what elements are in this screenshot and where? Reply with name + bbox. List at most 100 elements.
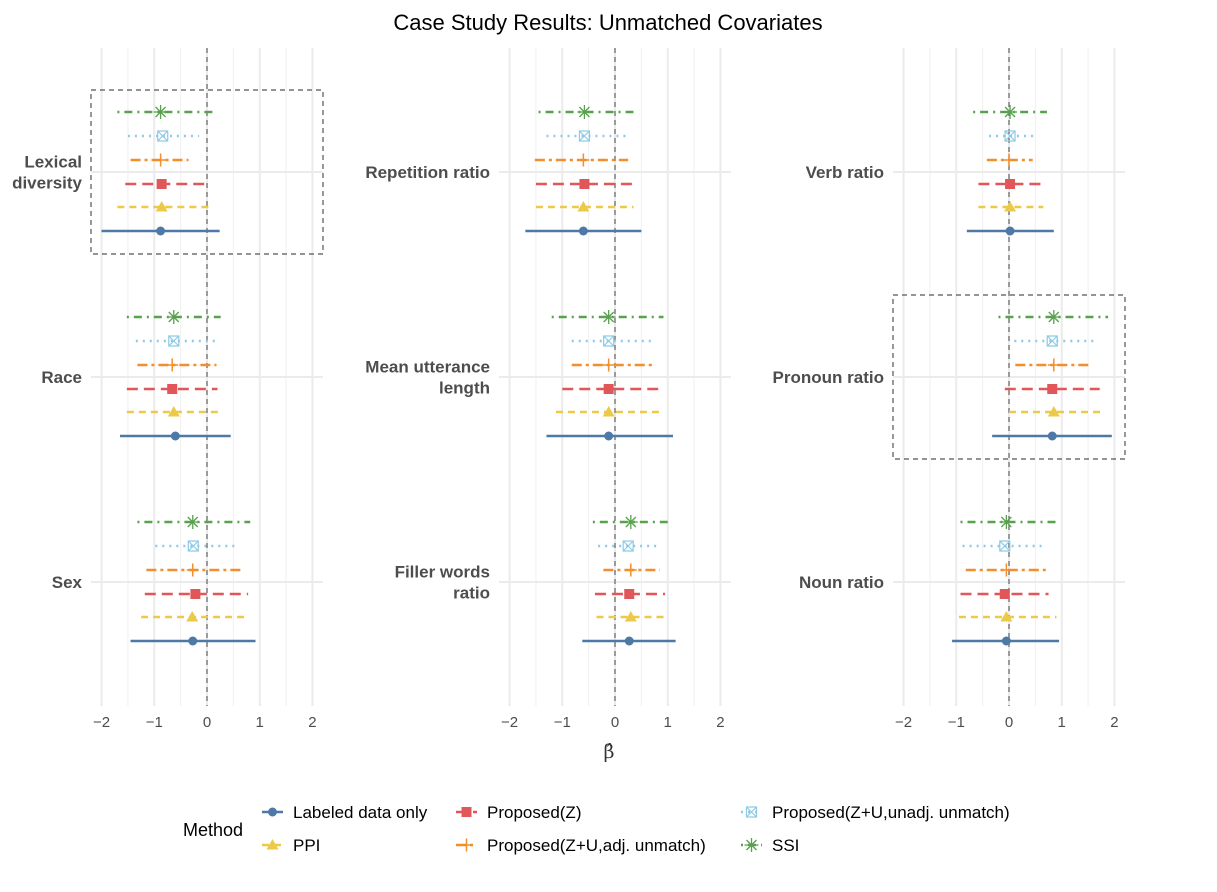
point-labeled: [578, 226, 588, 236]
point-pzu_unadj: [168, 335, 180, 347]
legend-item-pzu_adj: Proposed(Z+U,adj. unmatch): [456, 836, 706, 855]
point-pzu_adj: [577, 153, 590, 167]
x-tick-label: 1: [1058, 714, 1066, 731]
x-tick-label: −1: [146, 714, 163, 731]
legend: Method Labeled data only PPI Proposed(Z) Pro…: [183, 803, 1010, 855]
point-pz: [1047, 384, 1058, 394]
point-ppi: [602, 406, 615, 417]
point-ssi: [1003, 105, 1018, 119]
legend-item-pzu_unadj: Proposed(Z+U,unadj. unmatch): [741, 803, 1010, 822]
x-axis-label: β̂: [604, 741, 615, 763]
point-ssi: [166, 310, 181, 324]
point-ssi: [623, 515, 638, 529]
point-pzu_adj: [154, 153, 167, 167]
covariate-label: Verb ratio: [806, 163, 884, 182]
chart-title: Case Study Results: Unmatched Covariates: [393, 10, 822, 35]
legend-label: Proposed(Z): [487, 803, 581, 822]
point-pz: [190, 589, 201, 599]
legend-item-labeled: Labeled data only: [262, 803, 428, 822]
legend-label: Proposed(Z+U,unadj. unmatch): [772, 803, 1010, 822]
point-pz: [1005, 179, 1016, 189]
panel-col1: Lexical diversity Race Sex −2 −1 0 1 2: [12, 48, 324, 731]
x-tick-label: 0: [611, 714, 619, 731]
point-labeled: [624, 636, 634, 646]
point-pz: [603, 384, 614, 394]
legend-label: PPI: [293, 836, 320, 855]
x-tick-label: −2: [501, 714, 518, 731]
covariate-group: Noun ratio: [799, 515, 1060, 646]
legend-title: Method: [183, 820, 243, 840]
x-tick-label: 2: [716, 714, 724, 731]
point-ppi: [1000, 611, 1013, 622]
point-pzu_adj: [166, 358, 179, 372]
legend-key-pzu_unadj: [745, 806, 758, 818]
covariate-group: Sex: [52, 515, 256, 646]
covariate-label-line: Repetition ratio: [365, 163, 490, 182]
x-tick-label: −1: [554, 714, 571, 731]
point-ppi: [1004, 201, 1017, 212]
x-tick-label: 1: [256, 714, 264, 731]
legend-key-ssi: [744, 838, 759, 852]
covariate-group: Race: [41, 310, 231, 441]
point-ppi: [577, 201, 590, 212]
point-pz: [579, 179, 590, 189]
point-pzu_unadj: [1004, 130, 1016, 142]
panel-col3: Verb ratio Pronoun ratio Noun ratio −2 −1 0 1 2: [773, 48, 1126, 731]
point-pzu_unadj: [157, 130, 169, 142]
point-ppi: [186, 611, 199, 622]
point-pzu_adj: [602, 358, 615, 372]
point-pzu_adj: [1047, 358, 1060, 372]
covariate-group: Pronoun ratio: [773, 294, 1126, 460]
point-ppi: [1047, 406, 1060, 417]
covariate-label-line: Lexical: [24, 153, 82, 172]
point-pzu_unadj: [578, 130, 591, 142]
point-pzu_adj: [624, 563, 637, 577]
point-labeled: [188, 636, 198, 646]
x-tick-label: −2: [93, 714, 110, 731]
covariate-label: Mean utterance length: [365, 358, 490, 398]
legend-key-pzu_adj: [460, 838, 473, 852]
point-pzu_unadj: [999, 540, 1011, 552]
legend-key-labeled: [268, 807, 277, 817]
covariate-label-line: diversity: [12, 174, 82, 193]
covariate-label: Race: [41, 368, 82, 387]
covariate-group: Repetition ratio: [365, 105, 642, 236]
legend-label: Labeled data only: [293, 803, 428, 822]
covariate-label: Filler words ratio: [395, 563, 490, 603]
legend-label: SSI: [772, 836, 799, 855]
point-labeled: [1005, 226, 1015, 236]
covariate-label: Noun ratio: [799, 573, 884, 592]
legend-key-ppi: [266, 839, 279, 850]
point-pzu_adj: [1000, 563, 1013, 577]
point-labeled: [1001, 636, 1011, 646]
point-labeled: [170, 431, 180, 441]
panel-col2: Repetition ratio Mean utterance length Fill…: [365, 48, 731, 731]
covariate-label: Pronoun ratio: [773, 368, 884, 387]
point-pz: [156, 179, 167, 189]
covariate-label: Sex: [52, 573, 83, 592]
legend-item-ppi: PPI: [262, 836, 320, 855]
point-ssi: [1046, 310, 1061, 324]
x-tick-label: 0: [1005, 714, 1013, 731]
covariate-group: Filler words ratio: [395, 515, 676, 646]
covariate-label-line: Sex: [52, 573, 83, 592]
x-tick-label: 0: [203, 714, 211, 731]
covariate-group: Lexical diversity: [12, 89, 324, 255]
x-axis-ticks: −2 −1 0 1 2: [895, 714, 1119, 731]
legend-label: Proposed(Z+U,adj. unmatch): [487, 836, 706, 855]
point-pzu_adj: [186, 563, 199, 577]
x-axis-ticks: −2 −1 0 1 2: [93, 714, 317, 731]
covariate-label-line: Filler words: [395, 563, 490, 582]
point-pzu_unadj: [622, 540, 634, 552]
point-labeled: [604, 431, 614, 441]
x-tick-label: 1: [664, 714, 672, 731]
x-tick-label: 2: [308, 714, 316, 731]
point-ppi: [155, 201, 168, 212]
covariate-label-line: Verb ratio: [806, 163, 884, 182]
point-ssi: [185, 515, 200, 529]
point-ssi: [999, 515, 1014, 529]
covariate-group: Mean utterance length: [365, 310, 673, 441]
legend-key-pz: [461, 807, 472, 817]
